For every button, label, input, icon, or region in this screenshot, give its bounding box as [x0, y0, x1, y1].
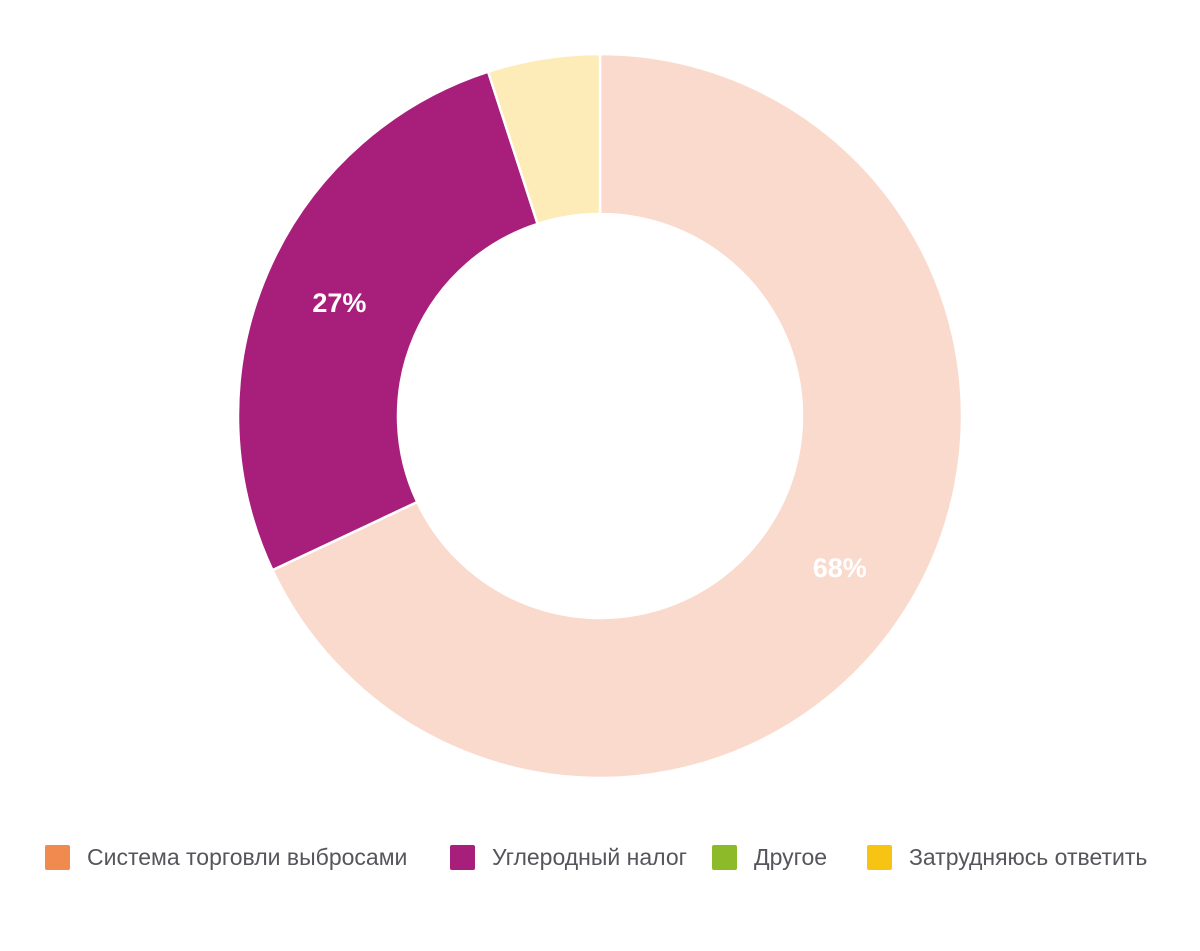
legend-item-1[interactable]: Система торговли выбросами [45, 845, 407, 870]
legend-label: Другое [754, 844, 828, 870]
legend-item-4[interactable]: Затрудняюсь ответить [867, 845, 1147, 870]
legend-label: Система торговли выбросами [87, 844, 408, 870]
legend-label: Затрудняюсь ответить [909, 844, 1148, 870]
donut-chart: 68%27% [236, 52, 964, 780]
legend-label: Углеродный налог [492, 844, 687, 870]
legend-swatch-icon [450, 845, 475, 870]
legend-swatch-icon [867, 845, 892, 870]
donut-slice-4[interactable] [486, 52, 602, 226]
chart-legend: Система торговли выбросами Углеродный нал… [0, 845, 1200, 887]
legend-swatch-icon [45, 845, 70, 870]
legend-swatch-icon [712, 845, 737, 870]
legend-item-2[interactable]: Углеродный налог [450, 845, 687, 870]
donut-slice-2[interactable] [236, 70, 539, 572]
legend-item-3[interactable]: Другое [712, 845, 827, 870]
donut-slice-1[interactable] [271, 52, 964, 780]
